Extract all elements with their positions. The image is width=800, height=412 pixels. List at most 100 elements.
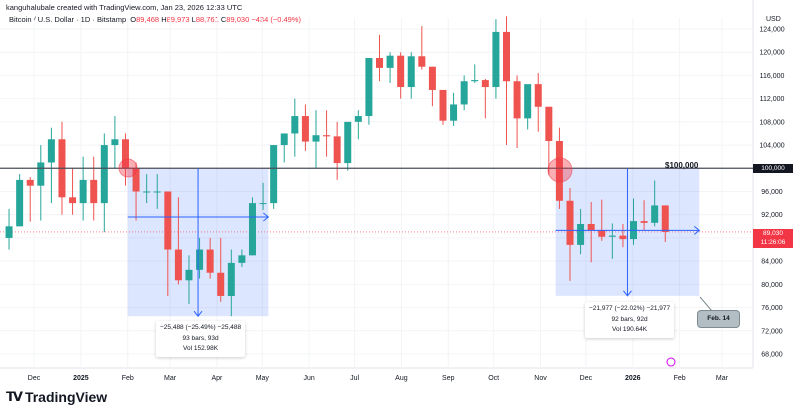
x-tick-label: 2025 bbox=[73, 375, 89, 382]
measure-change: −25,488 (−25.49%) −25,488 bbox=[160, 324, 242, 331]
low-value: 88,761 bbox=[195, 15, 219, 24]
highlight-circle bbox=[547, 157, 573, 183]
x-tick-label: Jun bbox=[304, 375, 315, 382]
measure-label-2: −21,977 (−22.02%) −21,977 92 bars, 92d V… bbox=[585, 302, 675, 338]
candle-body bbox=[312, 135, 320, 142]
candle-body bbox=[259, 203, 267, 205]
close-value: 89,030 bbox=[226, 15, 250, 24]
candle-body bbox=[450, 104, 458, 121]
arrow-head-icon bbox=[693, 225, 701, 235]
level-label: $100,000 bbox=[665, 161, 699, 170]
y-tick-label: 104,000 bbox=[759, 143, 784, 150]
highlight-circle bbox=[118, 158, 138, 178]
countdown: 11:26:06 bbox=[760, 238, 786, 246]
candle-body bbox=[90, 179, 98, 204]
candle-body bbox=[291, 116, 299, 134]
y-tick-label: 72,000 bbox=[761, 328, 783, 335]
candle-body bbox=[428, 66, 436, 90]
open-value: 89,468 bbox=[136, 15, 160, 24]
tradingview-mark-icon: 𝗧𝗩 bbox=[6, 389, 23, 404]
x-tick-label: Mar bbox=[164, 375, 177, 382]
x-tick-label: Dec bbox=[28, 375, 41, 382]
candle-body bbox=[143, 191, 151, 193]
measure-bars: 92 bars, 92d bbox=[611, 315, 648, 323]
candle-body bbox=[418, 56, 426, 67]
y-tick-label: 116,000 bbox=[760, 73, 785, 80]
candle-body bbox=[132, 168, 140, 192]
candle-body bbox=[47, 139, 55, 163]
arrow-head-icon bbox=[263, 212, 270, 222]
x-tick-label: Jul bbox=[350, 375, 359, 382]
measure-change: −21,977 (−22.02%) −21,977 bbox=[589, 305, 671, 312]
candle-body bbox=[121, 139, 129, 169]
candle-body bbox=[323, 135, 331, 137]
y-tick-label: 76,000 bbox=[761, 305, 783, 312]
candle-body bbox=[577, 224, 585, 245]
event-icon bbox=[666, 357, 676, 367]
symbol-legend: Bitcoin / U.S. Dollar · 1D · Bitstamp O8… bbox=[9, 15, 301, 24]
candle-body bbox=[227, 262, 235, 296]
candle-body bbox=[619, 235, 627, 240]
candle-body bbox=[407, 56, 415, 88]
candle-body bbox=[503, 31, 510, 82]
candle-body bbox=[174, 249, 182, 281]
candle-body bbox=[100, 145, 108, 204]
candle-body bbox=[460, 81, 468, 105]
candle-body bbox=[238, 255, 246, 263]
candle-body bbox=[248, 203, 256, 256]
candle-body bbox=[301, 116, 309, 142]
x-tick-label: Feb bbox=[674, 375, 686, 382]
candle-body bbox=[386, 55, 394, 68]
currency-label: USD bbox=[766, 16, 781, 23]
date-callout[interactable]: Feb. 14 bbox=[697, 310, 740, 328]
candle-body bbox=[661, 205, 669, 232]
candle-body bbox=[79, 179, 87, 204]
open-label: O bbox=[130, 15, 137, 24]
candle-body bbox=[16, 179, 24, 227]
candle-body bbox=[587, 224, 595, 231]
candle-body bbox=[524, 84, 532, 119]
logo-text: TradingView bbox=[24, 389, 108, 405]
candle-body bbox=[270, 145, 278, 204]
candle-body bbox=[651, 205, 659, 223]
high-value: 89,973 bbox=[166, 15, 190, 24]
high-label: H bbox=[161, 15, 167, 24]
candle-body bbox=[280, 133, 288, 146]
candle-body bbox=[333, 136, 341, 164]
candle-body bbox=[534, 84, 542, 107]
x-tick-label: Feb bbox=[122, 375, 134, 382]
x-tick-label: 2026 bbox=[625, 375, 641, 382]
candle-body bbox=[566, 200, 574, 245]
candle-body bbox=[640, 221, 648, 223]
measure-label-1: −25,488 (−25.49%) −25,488 93 bars, 93d V… bbox=[156, 321, 246, 357]
candle-body bbox=[206, 249, 214, 273]
candle-body bbox=[196, 249, 204, 270]
candle-body bbox=[598, 230, 606, 237]
candle-body bbox=[397, 55, 405, 88]
candle-body bbox=[111, 139, 119, 146]
y-tick-label: 120,000 bbox=[759, 50, 784, 57]
candle-body bbox=[185, 269, 193, 281]
y-tick-label: 80,000 bbox=[761, 282, 783, 289]
candle-body bbox=[69, 197, 77, 204]
x-tick-label: Apr bbox=[211, 375, 223, 382]
candle-body bbox=[354, 116, 362, 122]
candle-body bbox=[439, 89, 447, 121]
current-price-tag: 89,030 11:26:06 bbox=[753, 229, 793, 248]
x-tick-label: Aug bbox=[395, 375, 408, 382]
tradingview-logo[interactable]: 𝗧𝗩 TradingView bbox=[6, 389, 107, 405]
y-tick-label: 124,000 bbox=[759, 27, 784, 34]
candle-body bbox=[492, 31, 500, 88]
x-tick-label: Sep bbox=[442, 375, 455, 382]
candle-body bbox=[365, 58, 373, 117]
x-tick-label: Oct bbox=[488, 375, 499, 382]
x-tick-label: Dec bbox=[580, 375, 593, 382]
candle-body bbox=[513, 81, 521, 119]
y-tick-label: 112,000 bbox=[760, 96, 785, 103]
candle-body bbox=[26, 179, 34, 186]
candle-body bbox=[545, 106, 553, 142]
close-label: C bbox=[220, 15, 227, 24]
y-tick-label: 68,000 bbox=[761, 352, 783, 359]
